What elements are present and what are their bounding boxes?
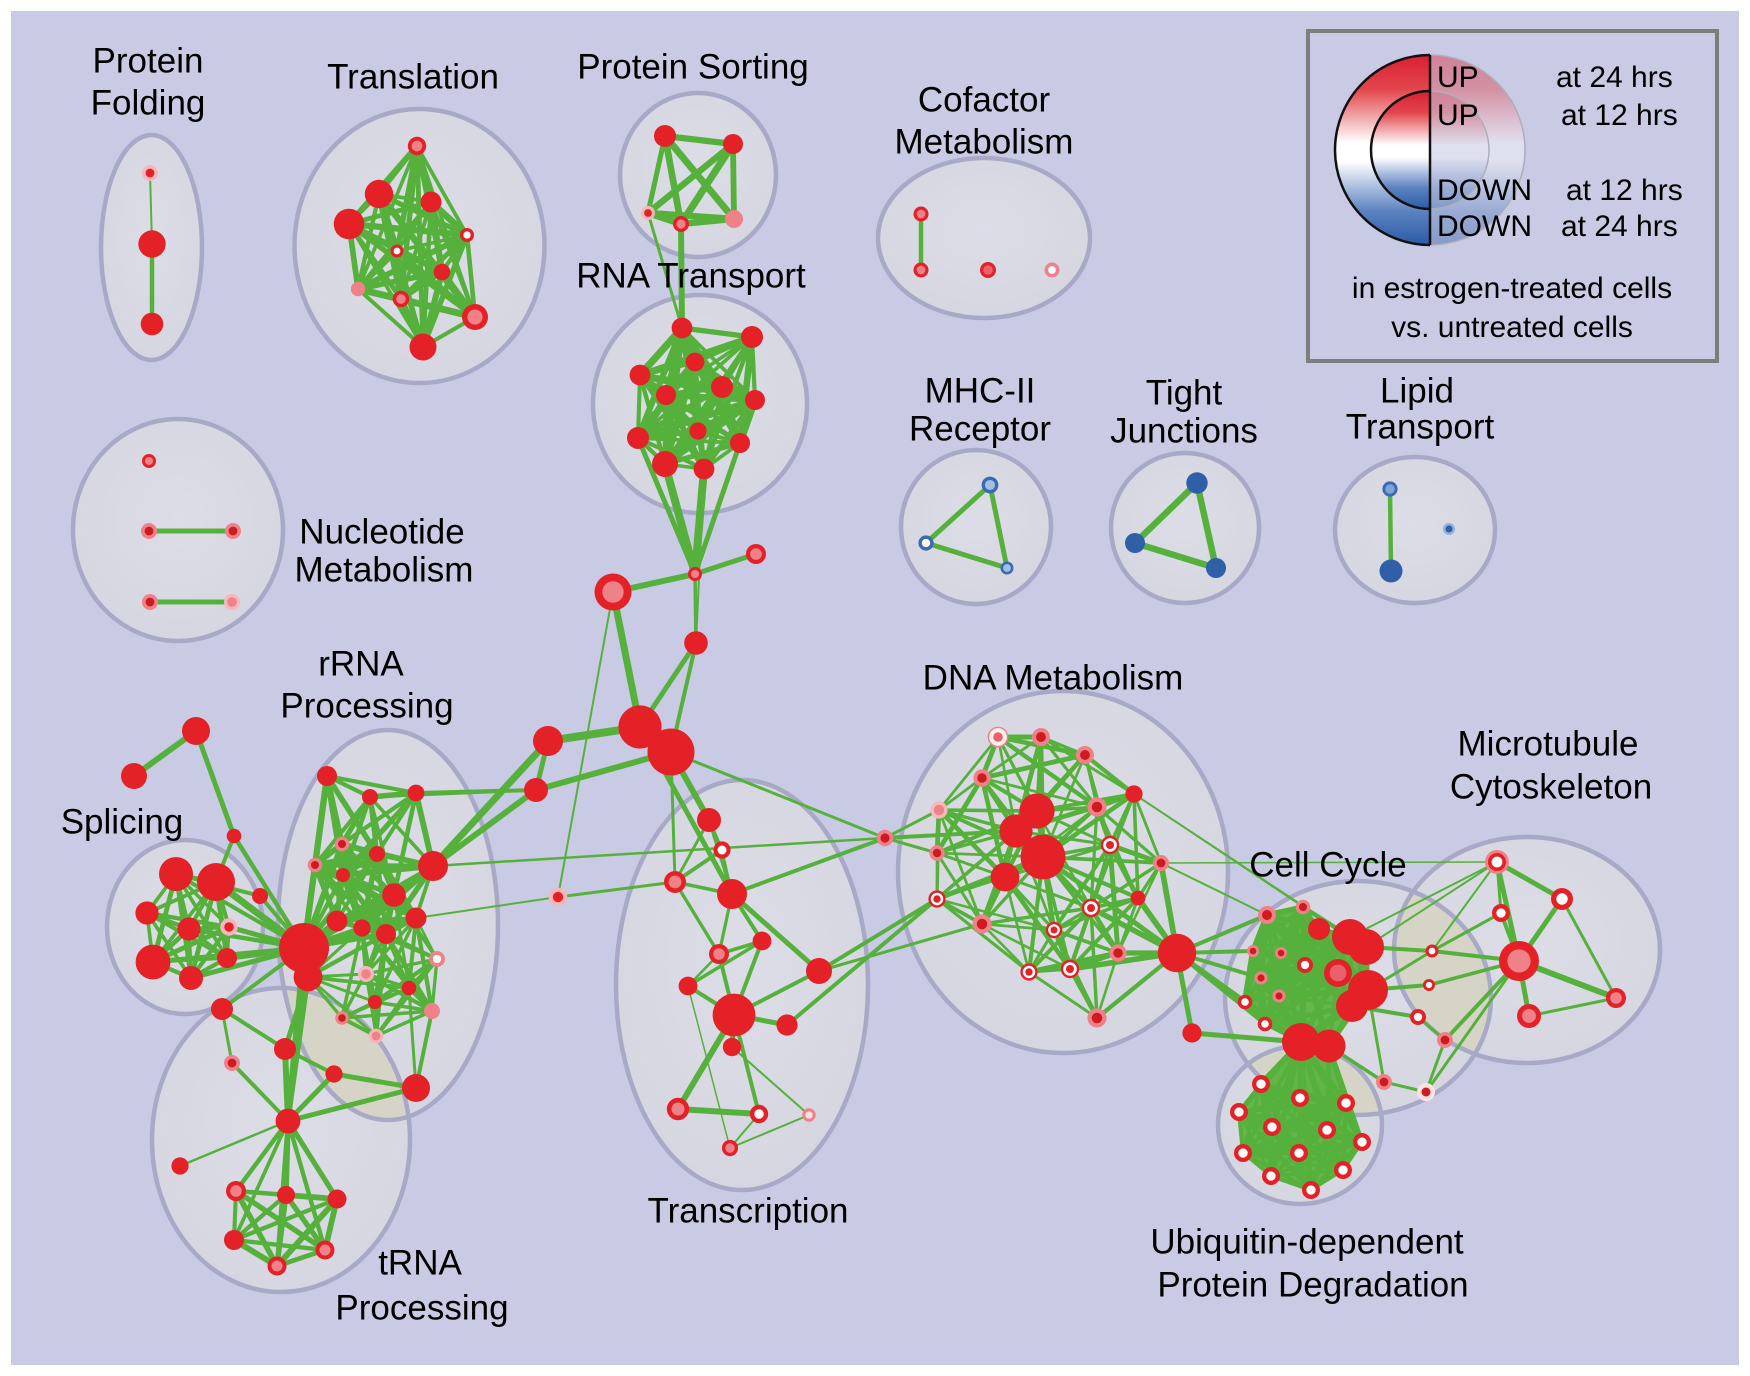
svg-text:Transcription: Transcription — [648, 1191, 849, 1230]
svg-text:Cytoskeleton: Cytoskeleton — [1450, 767, 1652, 806]
svg-text:Protein Degradation: Protein Degradation — [1157, 1265, 1468, 1304]
svg-text:Cofactor: Cofactor — [918, 80, 1051, 119]
svg-text:MHC-II: MHC-II — [925, 371, 1036, 410]
svg-text:at 12 hrs: at 12 hrs — [1561, 99, 1678, 132]
svg-text:Translation: Translation — [327, 57, 499, 96]
svg-text:Transport: Transport — [1346, 407, 1495, 446]
svg-text:Receptor: Receptor — [909, 409, 1051, 448]
svg-text:Cell Cycle: Cell Cycle — [1249, 845, 1407, 884]
svg-text:Protein Sorting: Protein Sorting — [577, 47, 809, 86]
svg-text:Tight: Tight — [1146, 373, 1223, 412]
svg-text:DOWN: DOWN — [1437, 210, 1532, 243]
svg-text:DNA Metabolism: DNA Metabolism — [923, 658, 1184, 697]
svg-text:at 12 hrs: at 12 hrs — [1566, 174, 1683, 207]
svg-text:DOWN: DOWN — [1437, 174, 1532, 207]
svg-text:Folding: Folding — [91, 83, 206, 122]
svg-text:at 24 hrs: at 24 hrs — [1556, 61, 1673, 94]
svg-text:Nucleotide: Nucleotide — [299, 512, 464, 551]
svg-text:Processing: Processing — [280, 686, 453, 725]
svg-text:Lipid: Lipid — [1380, 371, 1454, 410]
svg-text:rRNA: rRNA — [318, 644, 404, 683]
svg-text:tRNA: tRNA — [378, 1243, 462, 1282]
svg-text:Metabolism: Metabolism — [295, 550, 474, 589]
svg-text:RNA Transport: RNA Transport — [576, 256, 806, 295]
svg-text:vs. untreated cells: vs. untreated cells — [1391, 311, 1633, 344]
svg-text:in estrogen-treated cells: in estrogen-treated cells — [1352, 272, 1672, 305]
svg-text:Protein: Protein — [93, 41, 204, 80]
svg-text:at 24 hrs: at 24 hrs — [1561, 210, 1678, 243]
svg-text:Metabolism: Metabolism — [895, 122, 1074, 161]
svg-text:UP: UP — [1437, 61, 1479, 94]
svg-text:Splicing: Splicing — [61, 802, 184, 841]
svg-text:UP: UP — [1437, 99, 1479, 132]
svg-text:Junctions: Junctions — [1110, 411, 1258, 450]
svg-text:Ubiquitin-dependent: Ubiquitin-dependent — [1150, 1222, 1464, 1261]
svg-text:Processing: Processing — [335, 1288, 508, 1327]
svg-text:Microtubule: Microtubule — [1458, 724, 1639, 763]
